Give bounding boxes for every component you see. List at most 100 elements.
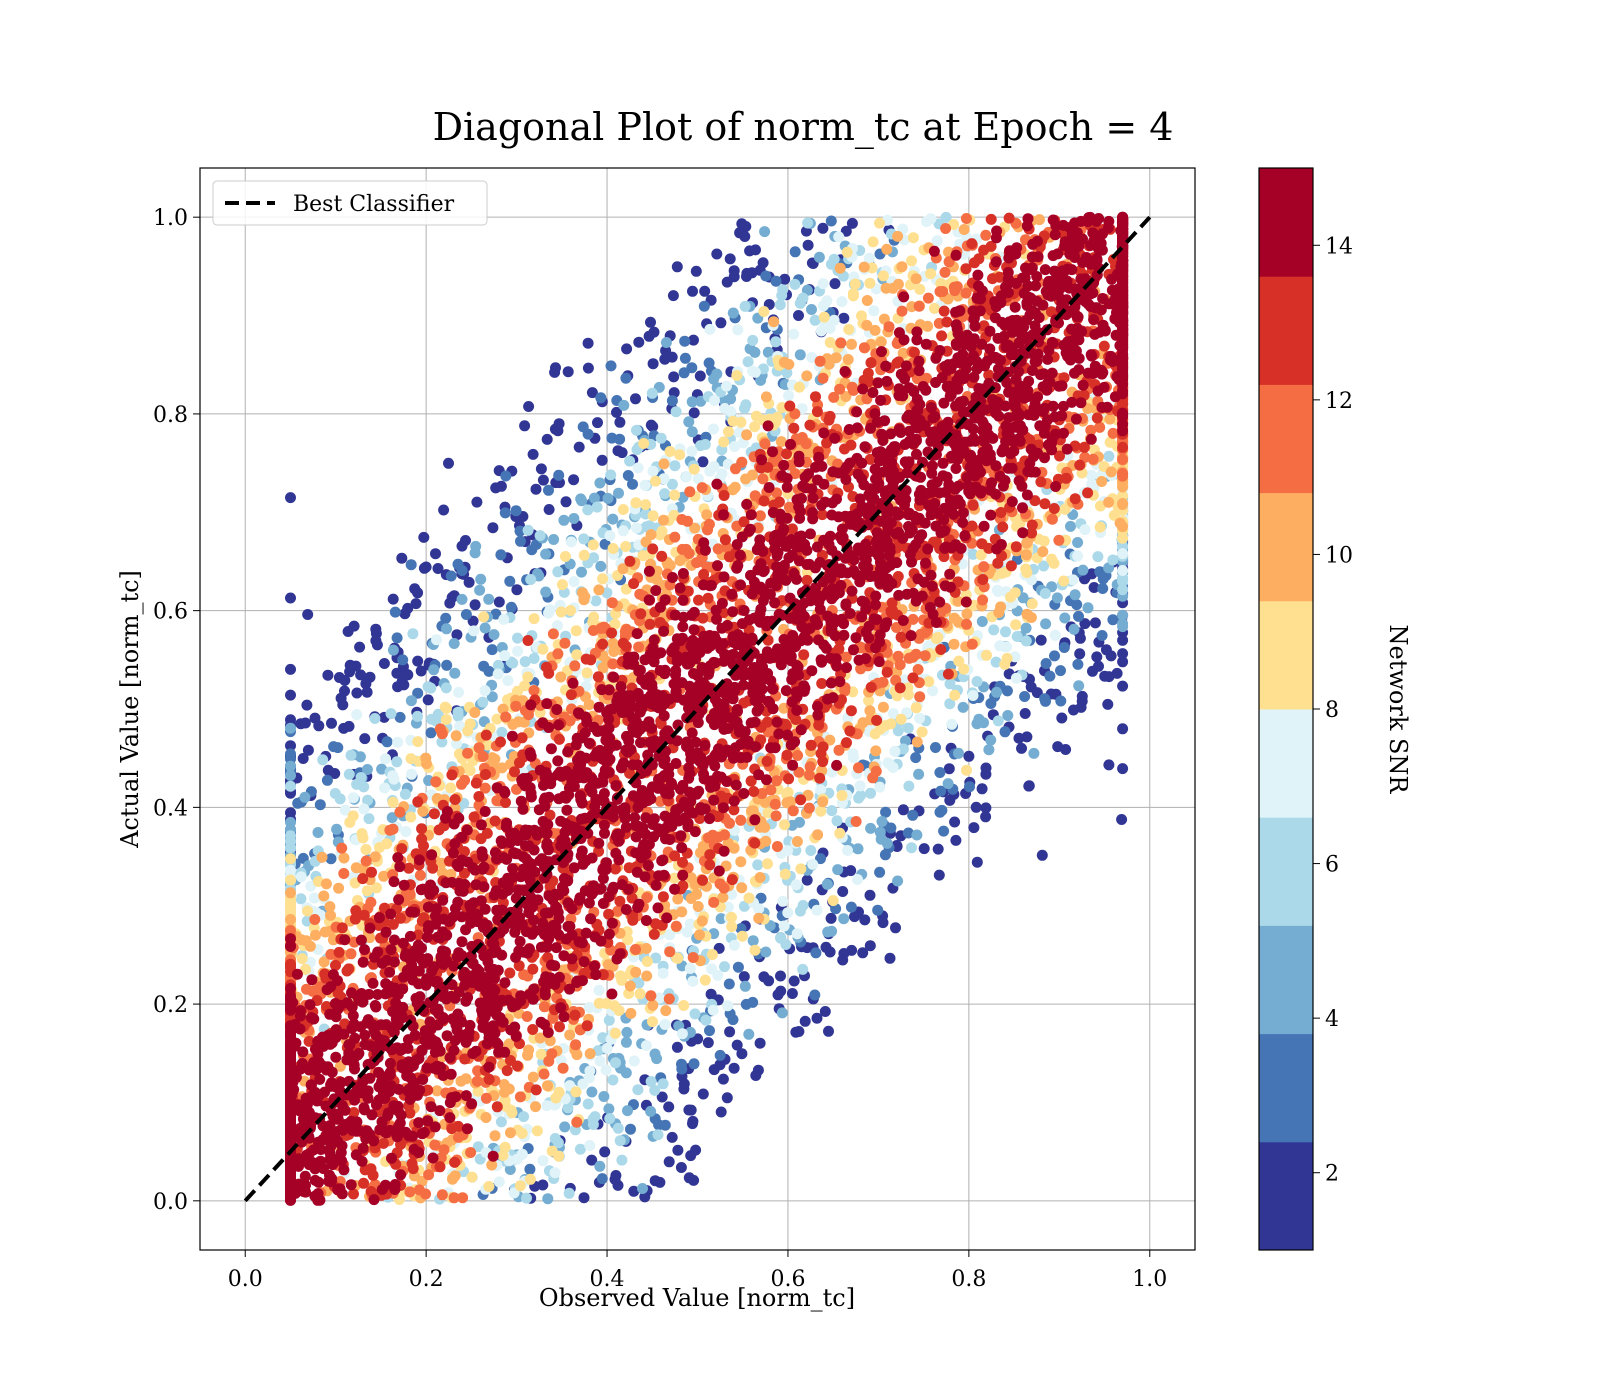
scatter-point [864, 278, 875, 289]
scatter-point [728, 308, 739, 319]
scatter-point [1117, 723, 1128, 734]
scatter-point [961, 213, 972, 224]
scatter-point [669, 460, 680, 471]
scatter-point [914, 301, 925, 312]
scatter-point [826, 913, 837, 924]
scatter-point [750, 1070, 761, 1081]
scatter-point [560, 551, 571, 562]
scatter-point [445, 782, 456, 793]
scatter-point [814, 252, 825, 263]
scatter-point [642, 956, 653, 967]
scatter-point [440, 702, 451, 713]
scatter-point [792, 750, 803, 761]
scatter-point [595, 392, 606, 403]
scatter-point [697, 916, 708, 927]
scatter-point [694, 929, 705, 940]
scatter-point [507, 658, 518, 669]
scatter-point [494, 1176, 505, 1187]
scatter-point [407, 628, 418, 639]
scatter-point [1103, 451, 1114, 462]
scatter-point [495, 737, 506, 748]
scatter-point [661, 337, 672, 348]
scatter-point [760, 947, 771, 958]
scatter-point [528, 1072, 539, 1083]
scatter-point [390, 607, 401, 618]
scatter-point [295, 718, 306, 729]
scatter-point [640, 480, 651, 491]
scatter-point [663, 1101, 674, 1112]
scatter-point [912, 737, 923, 748]
scatter-point [791, 879, 802, 890]
scatter-point [645, 1106, 656, 1117]
scatter-point [492, 1101, 503, 1112]
scatter-point [867, 772, 878, 783]
scatter-point [635, 608, 646, 619]
scatter-point [595, 561, 606, 572]
scatter-point [620, 541, 631, 552]
scatter-point [658, 515, 669, 526]
scatter-point [874, 782, 885, 793]
scatter-point [775, 971, 786, 982]
scatter-point [735, 856, 746, 867]
scatter-point [285, 875, 296, 886]
scatter-point [1117, 576, 1128, 587]
scatter-point [529, 685, 540, 696]
scatter-point [653, 1129, 664, 1140]
scatter-point [749, 838, 760, 849]
scatter-point [687, 976, 698, 987]
scatter-point [685, 1150, 696, 1161]
scatter-point [1010, 619, 1021, 630]
scatter-point [440, 613, 451, 624]
scatter-point [571, 1117, 582, 1128]
scatter-point [339, 853, 350, 864]
scatter-point [285, 914, 296, 925]
scatter-point [338, 723, 349, 734]
scatter-point [892, 231, 903, 242]
scatter-point [597, 639, 608, 650]
scatter-point [500, 797, 511, 808]
scatter-point [838, 313, 849, 324]
scatter-point [613, 1123, 624, 1134]
scatter-point [496, 727, 507, 738]
scatter-point [1097, 583, 1108, 594]
scatter-point [582, 667, 593, 678]
scatter-point [633, 642, 644, 653]
scatter-point [633, 337, 644, 348]
scatter-point [646, 1076, 657, 1087]
scatter-point [747, 997, 758, 1008]
scatter-point [914, 691, 925, 702]
scatter-point [1000, 626, 1011, 637]
scatter-point [993, 715, 1004, 726]
scatter-point [647, 543, 658, 554]
scatter-point [743, 1029, 754, 1040]
scatter-point [789, 976, 800, 987]
scatter-point [961, 619, 972, 630]
scatter-point [461, 609, 472, 620]
scatter-point [571, 1086, 582, 1097]
scatter-point [624, 456, 635, 467]
scatter-point [607, 597, 618, 608]
scatter-point [841, 737, 852, 748]
scatter-point [522, 1050, 533, 1061]
scatter-point [700, 975, 711, 986]
scatter-point [834, 828, 845, 839]
scatter-point [780, 869, 791, 880]
scatter-point [671, 921, 682, 932]
scatter-point [588, 539, 599, 550]
scatter-point [505, 1127, 516, 1138]
scatter-point [558, 1063, 569, 1074]
scatter-point [809, 990, 820, 1001]
scatter-point [478, 611, 489, 622]
scatter-point [870, 325, 881, 336]
scatter-point [457, 1192, 468, 1203]
scatter-point [977, 783, 988, 794]
scatter-point [362, 885, 373, 896]
scatter-point [297, 953, 308, 964]
scatter-point [576, 567, 587, 578]
scatter-point [819, 312, 830, 323]
scatter-point [737, 224, 748, 235]
scatter-point [298, 753, 309, 764]
scatter-point [828, 895, 839, 906]
scatter-point [758, 971, 769, 982]
scatter-point [665, 446, 676, 457]
